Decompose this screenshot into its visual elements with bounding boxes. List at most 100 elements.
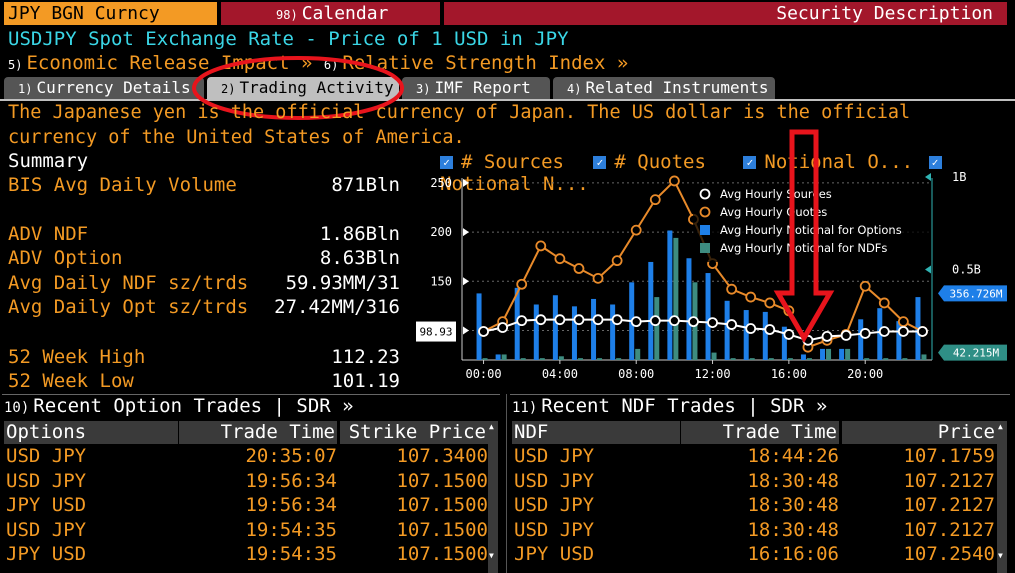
options-bar <box>705 273 711 360</box>
quotes-point <box>573 263 585 274</box>
divider <box>2 394 500 395</box>
tick-arrow-icon <box>463 277 469 286</box>
checkbox-icon: ✓ <box>743 156 757 169</box>
tab-related-instruments[interactable]: 4) Related Instruments <box>553 77 775 99</box>
quotes-point <box>611 255 623 267</box>
right-value-marker <box>938 344 1007 361</box>
ndf-trades-scrollbar[interactable] <box>997 421 1007 573</box>
options-bar <box>571 306 577 360</box>
legend-marker <box>700 225 710 235</box>
quotes-point <box>592 272 604 284</box>
econ-release-link[interactable]: 5) Economic Release Impact » <box>8 52 312 74</box>
ndf-bar <box>520 358 526 360</box>
ndf-bar <box>730 358 736 360</box>
options-bar <box>743 310 749 360</box>
sources-point <box>764 324 776 335</box>
tab-num: 4) <box>567 82 582 96</box>
scroll-up-icon[interactable]: ▲ <box>998 422 1003 431</box>
divider <box>510 394 1010 395</box>
option-trades-header[interactable]: 10) Recent Option Trades | SDR » <box>4 395 498 419</box>
toggle-notional-options[interactable]: ✓ Notional O... <box>743 151 913 173</box>
row-price: 107.3400 <box>396 445 488 467</box>
summary-label: BIS Avg Daily Volume <box>8 174 237 196</box>
col-price[interactable]: Price <box>842 421 997 444</box>
tab-label: IMF Report <box>434 78 531 97</box>
sources-point <box>859 328 871 339</box>
quotes-point <box>764 297 776 309</box>
row-pair: USD JPY <box>514 518 595 541</box>
row-price: 107.2127 <box>903 469 995 492</box>
x-tick-label: 08:00 <box>618 367 654 381</box>
calendar-button[interactable]: 98) Calendar <box>221 2 440 25</box>
option-trades-scrollbar[interactable] <box>488 421 498 573</box>
options-bar <box>724 300 730 360</box>
row-trade-time: 20:35:07 <box>245 445 337 467</box>
row-price: 107.2127 <box>903 518 995 541</box>
last-value-label: 98.93 <box>419 326 452 339</box>
toggle-quotes[interactable]: ✓ # Quotes <box>593 151 706 173</box>
summary-label: 52 Week High <box>8 346 146 368</box>
quotes-point <box>878 297 890 309</box>
col-ndf-trade-time[interactable]: Trade Time <box>681 421 839 444</box>
col-strike-price[interactable]: Strike Price <box>340 421 488 444</box>
tab-divider <box>0 99 1015 101</box>
row-pair: USD JPY <box>514 469 595 492</box>
quotes-point <box>745 291 757 303</box>
toggle-notional-ndfs[interactable]: ✓ Notional N... <box>440 151 950 195</box>
summary-title-text: Summary <box>8 150 89 172</box>
summary-value: 1.86Bln <box>319 223 400 245</box>
sources-point <box>688 316 699 328</box>
ndf-bar <box>749 358 755 360</box>
sources-point <box>497 322 509 333</box>
tab-imf-report[interactable]: 3) IMF Report <box>402 77 550 99</box>
table-row[interactable]: USD JPY 18:44:26 107.1759 <box>512 444 996 468</box>
table-row[interactable]: USD JPY 20:35:07 107.3400 <box>4 444 488 468</box>
col-options[interactable]: Options <box>4 421 178 444</box>
summary-value: 112.23 <box>331 346 400 368</box>
toggle-label: # Sources <box>461 151 564 173</box>
ndf-trades-header[interactable]: 11) Recent NDF Trades | SDR » <box>512 395 1006 419</box>
legend-marker <box>699 188 711 200</box>
sources-point <box>592 314 604 326</box>
ndf-bar <box>806 358 812 360</box>
table-row[interactable]: JPY USD 19:56:34 107.1500 <box>4 493 488 517</box>
table-row[interactable]: USD JPY 18:30:48 107.2127 <box>512 518 996 542</box>
x-tick-label: 04:00 <box>542 367 578 381</box>
table-row[interactable]: JPY USD 19:54:35 107.1500 <box>4 542 488 566</box>
summary-row: Avg Daily NDF sz/trds 59.93MM/31 <box>8 272 400 296</box>
ndf-bar <box>673 237 679 360</box>
security-description-title: Security Description <box>444 2 1007 25</box>
col-ndf[interactable]: NDF <box>512 421 680 444</box>
last-value-marker <box>416 321 456 342</box>
col-trade-time[interactable]: Trade Time <box>179 421 337 444</box>
row-trade-time: 18:30:48 <box>747 518 839 541</box>
row-pair: JPY USD <box>6 494 87 516</box>
quotes-point <box>897 316 909 328</box>
quotes-point <box>649 194 661 206</box>
options-bar <box>781 326 787 360</box>
quotes-point <box>516 278 528 290</box>
row-trade-time: 18:30:48 <box>747 469 839 492</box>
toggle-sources[interactable]: ✓ # Sources <box>440 151 564 173</box>
row-trade-time: 18:30:48 <box>747 494 839 516</box>
table-row[interactable]: USD JPY 19:56:34 107.1500 <box>4 469 488 493</box>
tab-num: 3) <box>416 82 431 96</box>
scroll-up-icon[interactable]: ▲ <box>489 422 494 431</box>
tab-trading-activity[interactable]: 2) Trading Activity <box>207 77 399 99</box>
tab-currency-details[interactable]: 1) Currency Details <box>4 77 204 99</box>
tick-arrow-icon <box>463 228 469 237</box>
table-row[interactable]: USD JPY 19:54:35 107.1500 <box>4 518 488 542</box>
sources-point <box>897 326 909 337</box>
row-trade-time: 19:54:35 <box>245 543 337 565</box>
currency-description: The Japanese yen is the official currenc… <box>8 102 911 148</box>
ticker-field[interactable]: JPY BGN Curncy <box>4 2 217 25</box>
table-row[interactable]: JPY USD 16:16:06 107.2540 <box>512 542 996 566</box>
chart-legend-box <box>693 184 931 262</box>
sources-point <box>611 314 623 326</box>
table-row[interactable]: USD JPY 18:30:48 107.2127 <box>512 493 996 517</box>
x-tick-label: 16:00 <box>771 367 807 381</box>
quotes-point <box>630 224 642 236</box>
table-row[interactable]: USD JPY 18:30:48 107.2127 <box>512 469 996 493</box>
scroll-down-icon[interactable]: ▼ <box>998 551 1003 560</box>
scroll-down-icon[interactable]: ▼ <box>489 551 494 560</box>
